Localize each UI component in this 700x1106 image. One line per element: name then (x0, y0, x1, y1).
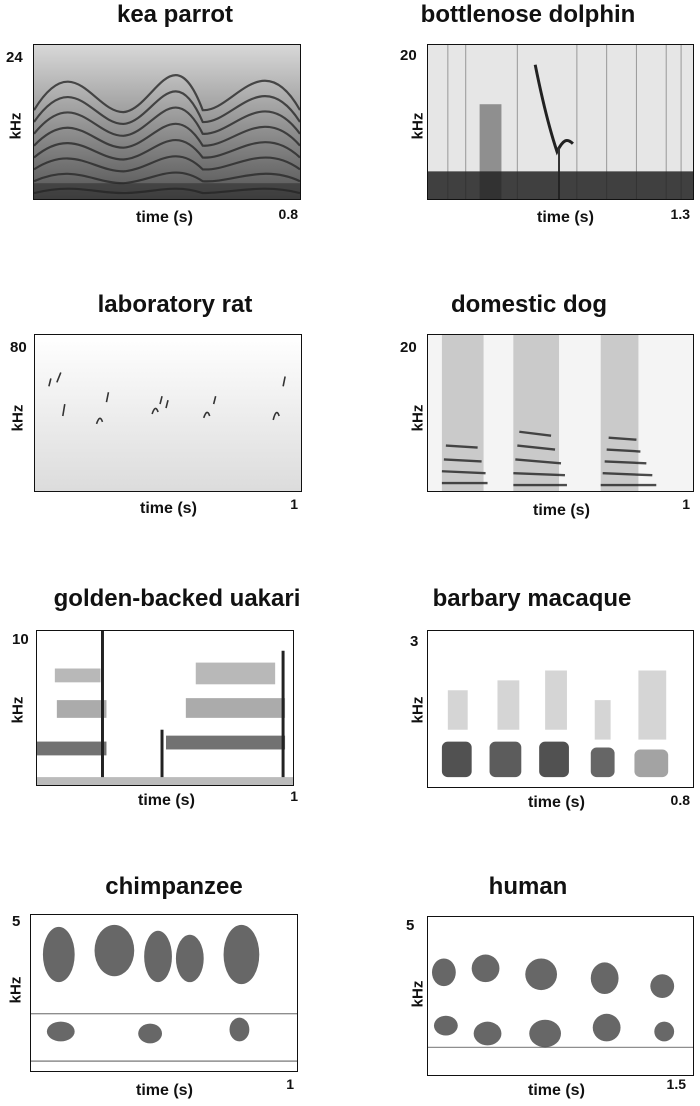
panel-title: human (488, 873, 568, 900)
y-axis-unit-label: kHz (9, 696, 27, 724)
x-axis-max-label: 1 (682, 496, 690, 512)
spectrogram (427, 44, 694, 200)
panel-chimpanzee: chimpanzee 5 kHz time (s) 1 (0, 862, 340, 1106)
spectrogram-image (428, 917, 693, 1075)
spectrogram (33, 44, 301, 200)
y-axis-max-label: 5 (12, 913, 21, 930)
x-axis-label: time (s) (537, 209, 594, 226)
spectrogram (427, 334, 694, 492)
spectrogram (30, 914, 298, 1072)
panel-title: bottlenose dolphin (420, 1, 636, 28)
x-axis-label: time (s) (136, 209, 193, 226)
x-axis-max-label: 1.3 (670, 206, 690, 222)
spectrogram-image (428, 631, 693, 787)
y-axis-max-label: 3 (410, 633, 419, 650)
y-axis-unit-label: kHz (409, 112, 427, 140)
spectrogram (34, 334, 302, 492)
x-axis-label: time (s) (528, 1082, 585, 1099)
y-axis-max-label: 24 (6, 49, 23, 66)
spectrogram (427, 630, 694, 788)
x-axis-max-label: 1.5 (666, 1076, 686, 1092)
y-axis-max-label: 80 (10, 339, 27, 356)
panel-bottlenose-dolphin: bottlenose dolphin 20 kHz time (s) 1.3 (350, 0, 700, 240)
spectrogram (427, 916, 694, 1076)
panel-domestic-dog: domestic dog 20 kHz time (s) 1 (350, 282, 700, 532)
y-axis-unit-label: kHz (409, 696, 427, 724)
x-axis-max-label: 1 (290, 788, 298, 804)
x-axis-label: time (s) (533, 502, 590, 519)
spectrogram (36, 630, 294, 786)
y-axis-max-label: 5 (406, 917, 415, 934)
x-axis-max-label: 1 (290, 496, 298, 512)
x-axis-label: time (s) (528, 794, 585, 811)
panel-barbary-macaque: barbary macaque 3 kHz time (s) 0.8 (350, 572, 700, 822)
x-axis-max-label: 0.8 (670, 792, 690, 808)
panel-title: chimpanzee (105, 873, 243, 900)
spectrogram-image (428, 45, 693, 199)
y-axis-unit-label: kHz (9, 404, 27, 432)
spectrogram-image (37, 631, 293, 785)
spectrogram-image (31, 915, 297, 1071)
panel-golden-backed-uakari: golden-backed uakari 10 kHz time (s) 1 (0, 572, 340, 822)
panel-title: domestic dog (450, 291, 607, 318)
spectrogram-image (35, 335, 301, 491)
panel-title: laboratory rat (97, 291, 253, 318)
y-axis-unit-label: kHz (7, 112, 25, 140)
panel-title: golden-backed uakari (53, 585, 301, 612)
y-axis-max-label: 20 (400, 47, 417, 64)
y-axis-max-label: 10 (12, 631, 29, 648)
y-axis-max-label: 20 (400, 339, 417, 356)
panel-human: human 5 kHz time (s) 1.5 (350, 862, 700, 1106)
x-axis-max-label: 0.8 (278, 206, 298, 222)
spectrogram-image (428, 335, 693, 491)
y-axis-unit-label: kHz (7, 976, 25, 1004)
x-axis-label: time (s) (140, 500, 197, 517)
x-axis-label: time (s) (136, 1082, 193, 1099)
x-axis-max-label: 1 (286, 1076, 294, 1092)
panel-laboratory-rat: laboratory rat 80 kHz time (s) 1 (0, 282, 340, 532)
y-axis-unit-label: kHz (409, 404, 427, 432)
x-axis-label: time (s) (138, 792, 195, 809)
panel-kea-parrot: kea parrot 24 kHz time ( (0, 0, 340, 240)
y-axis-unit-label: kHz (409, 980, 427, 1008)
panel-title: barbary macaque (432, 585, 632, 612)
panel-title: kea parrot (116, 1, 234, 28)
spectrogram-image (34, 45, 300, 199)
